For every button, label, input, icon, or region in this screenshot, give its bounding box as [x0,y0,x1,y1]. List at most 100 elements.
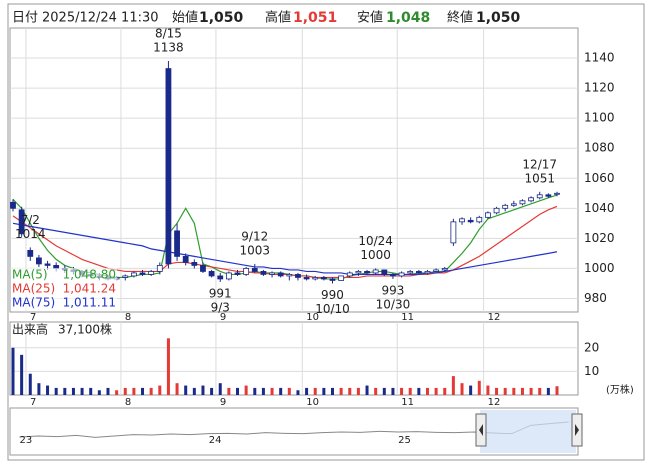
candle-body [148,271,155,275]
candle-body [36,257,42,265]
volume-bar [71,387,75,395]
annotation-date: 7/2 [21,213,40,227]
candle-body [485,212,491,218]
volume-bar [313,387,317,395]
volume-bar [201,385,205,395]
y-tick-label: 980 [584,291,607,305]
candle-body [165,68,172,265]
y-tick-label: 1020 [584,231,615,245]
volume-bar [425,387,429,395]
header-date: 2025/12/24 11:30 [42,11,159,26]
header-label: 高値 [265,10,291,26]
candle-body [441,268,448,271]
y-tick-label: 1040 [584,201,615,215]
volume-bar [322,387,326,395]
candle-body [536,194,543,199]
nav-arrow [479,424,483,436]
annotation-date: 10/24 [358,234,393,248]
candle-body [510,203,517,206]
legend-value: 1,048.80 [63,268,116,282]
volume-bar [63,387,67,395]
volume-bar [158,385,162,395]
candle-body [459,218,465,223]
x-tick-label: 8 [125,397,131,408]
volume-bar [20,354,24,395]
volume-bar [175,383,179,395]
candle-body [182,256,189,263]
annotation-date: 9/3 [211,300,230,314]
candle-body [44,263,51,266]
annotation-value: 993 [381,283,404,297]
candle-body [312,277,319,280]
volume-bar [11,347,15,395]
volume-bar [244,385,248,395]
candle-body [174,230,180,257]
x-tick-label: 10 [306,312,319,323]
volume-bar [477,380,481,395]
header-high: 1,051 [293,10,337,26]
candle-body [407,271,414,274]
annotation-value: 1138 [153,41,184,55]
volume-bar [408,387,412,395]
candle-body [519,200,526,205]
volume-bar [210,387,214,395]
volume-bar [365,385,369,395]
navigator-label: 24 [209,435,222,446]
candle-body [260,271,267,275]
annotation-value: 990 [321,288,344,302]
header-low: 1,048 [386,10,430,26]
y-tick-label: 1120 [584,81,615,95]
volume-bar [503,387,507,395]
volume-bar [469,385,473,395]
annotation-value: 991 [209,286,232,300]
volume-bar [46,385,50,395]
candle-body [208,271,215,277]
y-tick-label: 1080 [584,141,615,155]
header-close: 1,050 [476,10,521,26]
header-label: 始値 [172,10,198,26]
candle-body [467,219,474,223]
candle-body [277,272,284,277]
volume-bar [330,387,334,395]
navigator-label: 23 [19,435,32,446]
candle-body [139,272,146,275]
volume-bar [192,387,196,395]
volume-title: 出来高 [12,322,48,337]
volume-bar [54,387,58,395]
volume-bar [227,387,231,395]
candle-body [303,277,310,280]
ma-line [12,222,558,276]
annotation-date: 12/17 [522,157,557,171]
nav-selection[interactable] [480,410,576,453]
volume-bar [89,387,93,395]
x-tick-label: 11 [401,312,414,323]
candle-body [372,269,379,274]
volume-bar [218,383,222,395]
annotation-value: 1000 [360,248,391,262]
volume-unit: (万株) [606,383,634,396]
y-tick-label: 1140 [584,51,615,65]
volume-caption: 37,100株 [58,322,112,337]
candle-body [390,274,396,277]
candle-body [554,192,560,195]
header-label: 終値 [447,10,473,26]
volume-bar [287,387,291,395]
header-label: 安値 [357,10,383,26]
candle-body [53,265,60,269]
volume-bar [546,387,550,395]
candle-body [320,277,327,280]
candle-body [295,274,301,278]
volume-bar [555,386,559,395]
candle-body [243,268,250,275]
volume-bar [123,387,127,395]
candle-body [433,269,440,272]
volume-bar [443,387,447,395]
candle-body [200,265,206,272]
candle-body [476,216,483,223]
volume-bar [296,390,300,395]
candle-body [27,249,34,257]
volume-bar [495,387,499,395]
legend-name: MA(5) [12,268,48,282]
candle-body [424,271,431,274]
